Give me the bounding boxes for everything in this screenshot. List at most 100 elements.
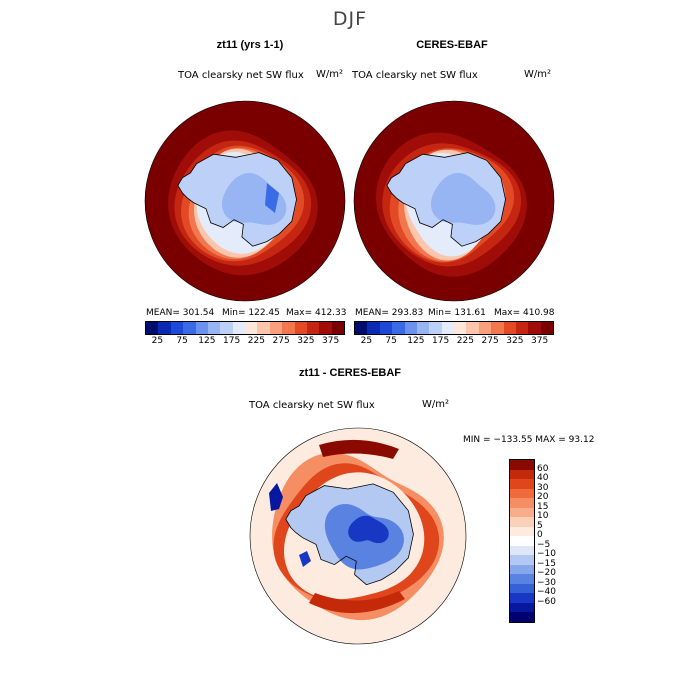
map-boundary xyxy=(144,100,346,302)
panel1-units: W/m² xyxy=(316,69,344,80)
coastline xyxy=(285,483,414,586)
panel1-title: zt11 (yrs 1-1) xyxy=(216,39,284,51)
colorbar-tick-label: 0 xyxy=(537,530,543,541)
colorbar-tick-label: 175 xyxy=(223,336,241,346)
colorbar-swatch xyxy=(510,536,534,546)
colorbar-swatch xyxy=(367,322,380,334)
colorbar-swatch xyxy=(294,322,307,334)
colorbar-tick-label: 10 xyxy=(537,511,549,522)
panel3-minmax: MIN = −133.55 MAX = 93.12 xyxy=(463,435,595,445)
colorbar-tick-label: −5 xyxy=(537,539,551,550)
colorbar-swatch xyxy=(416,322,430,334)
colorbar-swatch xyxy=(183,322,196,334)
colorbar-tick-label: 40 xyxy=(537,473,549,484)
colorbar-swatch xyxy=(510,593,534,603)
panel3-units: W/m² xyxy=(422,399,450,410)
colorbar-swatch xyxy=(510,479,534,489)
colorbar-swatch xyxy=(478,322,492,334)
colorbar-swatch xyxy=(510,498,534,508)
colorbar-swatch xyxy=(220,322,233,334)
northern-positive-max xyxy=(319,439,399,459)
colorbar-swatch xyxy=(491,322,504,334)
panel1-max: Max= 412.33 xyxy=(286,308,347,318)
colorbar-tick-label: 225 xyxy=(456,336,474,346)
colorbar-swatch xyxy=(510,545,534,556)
panel1-map xyxy=(144,100,346,302)
ross-sea-negative xyxy=(269,483,283,511)
panel2-variable: TOA clearsky net SW flux xyxy=(352,70,478,81)
colorbar-swatch xyxy=(269,322,283,334)
colorbar-swatch xyxy=(510,564,534,575)
colorbar-swatch xyxy=(429,322,442,334)
colorbar-swatch xyxy=(510,583,534,594)
panel1-colorbar xyxy=(145,321,345,335)
colorbar-tick-label: 275 xyxy=(272,336,290,346)
panel3-variable: TOA clearsky net SW flux xyxy=(249,400,375,411)
map-boundary xyxy=(353,100,555,302)
extreme-negative-core xyxy=(348,515,389,544)
colorbar-swatch xyxy=(245,322,258,334)
colorbar-tick-label: 25 xyxy=(360,336,373,346)
plateau-minimum xyxy=(265,183,279,213)
colorbar-tick-label: 375 xyxy=(531,336,549,346)
colorbar-swatch xyxy=(306,322,320,334)
colorbar-tick-label: −30 xyxy=(537,577,556,588)
coastal-negative-patch xyxy=(299,551,311,567)
panel2-map xyxy=(353,100,555,302)
colorbar-tick-label: 20 xyxy=(537,492,549,503)
colorbar-tick-label: 15 xyxy=(537,501,549,512)
panel2-colorbar xyxy=(354,321,554,335)
coastline xyxy=(177,152,297,247)
colorbar-tick-label: −20 xyxy=(537,568,556,579)
colorbar-swatch xyxy=(195,322,208,334)
colorbar-swatch xyxy=(515,322,529,334)
colorbar-tick-label: 325 xyxy=(506,336,524,346)
colorbar-swatch xyxy=(510,460,534,470)
season-title: DJF xyxy=(332,8,368,30)
colorbar-tick-label: 125 xyxy=(407,336,425,346)
panel1-mean: MEAN= 301.54 xyxy=(146,308,215,318)
colorbar-swatch xyxy=(146,322,159,334)
colorbar-swatch xyxy=(257,322,270,334)
colorbar-swatch xyxy=(331,322,344,334)
colorbar-swatch xyxy=(441,322,454,334)
panel2-min: Min= 131.61 xyxy=(428,308,486,318)
colorbar-swatch xyxy=(510,612,534,622)
colorbar-tick-label: 5 xyxy=(537,520,543,531)
colorbar-swatch xyxy=(454,322,467,334)
colorbar-swatch xyxy=(510,526,534,537)
colorbar-swatch xyxy=(510,574,534,584)
colorbar-tick-label: 25 xyxy=(151,336,164,346)
panel3-map xyxy=(249,427,467,645)
colorbar-tick-label: 375 xyxy=(322,336,340,346)
colorbar-tick-label: 75 xyxy=(385,336,397,346)
coastline xyxy=(386,152,506,247)
colorbar-swatch xyxy=(319,322,332,334)
colorbar-swatch xyxy=(379,322,393,334)
colorbar-tick-label: −60 xyxy=(537,596,556,607)
southern-positive-max xyxy=(309,591,405,614)
colorbar-tick-label: 125 xyxy=(198,336,216,346)
colorbar-tick-label: −15 xyxy=(537,558,556,569)
colorbar-tick-label: −10 xyxy=(537,549,556,560)
colorbar-swatch xyxy=(404,322,417,334)
colorbar-swatch xyxy=(510,602,534,613)
colorbar-tick-label: 75 xyxy=(176,336,188,346)
panel2-mean: MEAN= 293.83 xyxy=(355,308,424,318)
colorbar-swatch xyxy=(207,322,221,334)
colorbar-swatch xyxy=(540,322,553,334)
colorbar-swatch xyxy=(510,517,534,527)
colorbar-tick-label: 60 xyxy=(537,463,549,474)
colorbar-swatch xyxy=(510,488,534,499)
panel3-colorbar xyxy=(509,459,535,623)
colorbar-swatch xyxy=(510,507,534,518)
colorbar-swatch xyxy=(158,322,171,334)
panel1-min: Min= 122.45 xyxy=(222,308,280,318)
colorbar-swatch xyxy=(528,322,541,334)
colorbar-swatch xyxy=(392,322,405,334)
colorbar-swatch xyxy=(355,322,368,334)
colorbar-tick-label: 175 xyxy=(432,336,450,346)
colorbar-tick-label: 275 xyxy=(481,336,499,346)
colorbar-swatch xyxy=(510,469,534,480)
colorbar-swatch xyxy=(466,322,479,334)
